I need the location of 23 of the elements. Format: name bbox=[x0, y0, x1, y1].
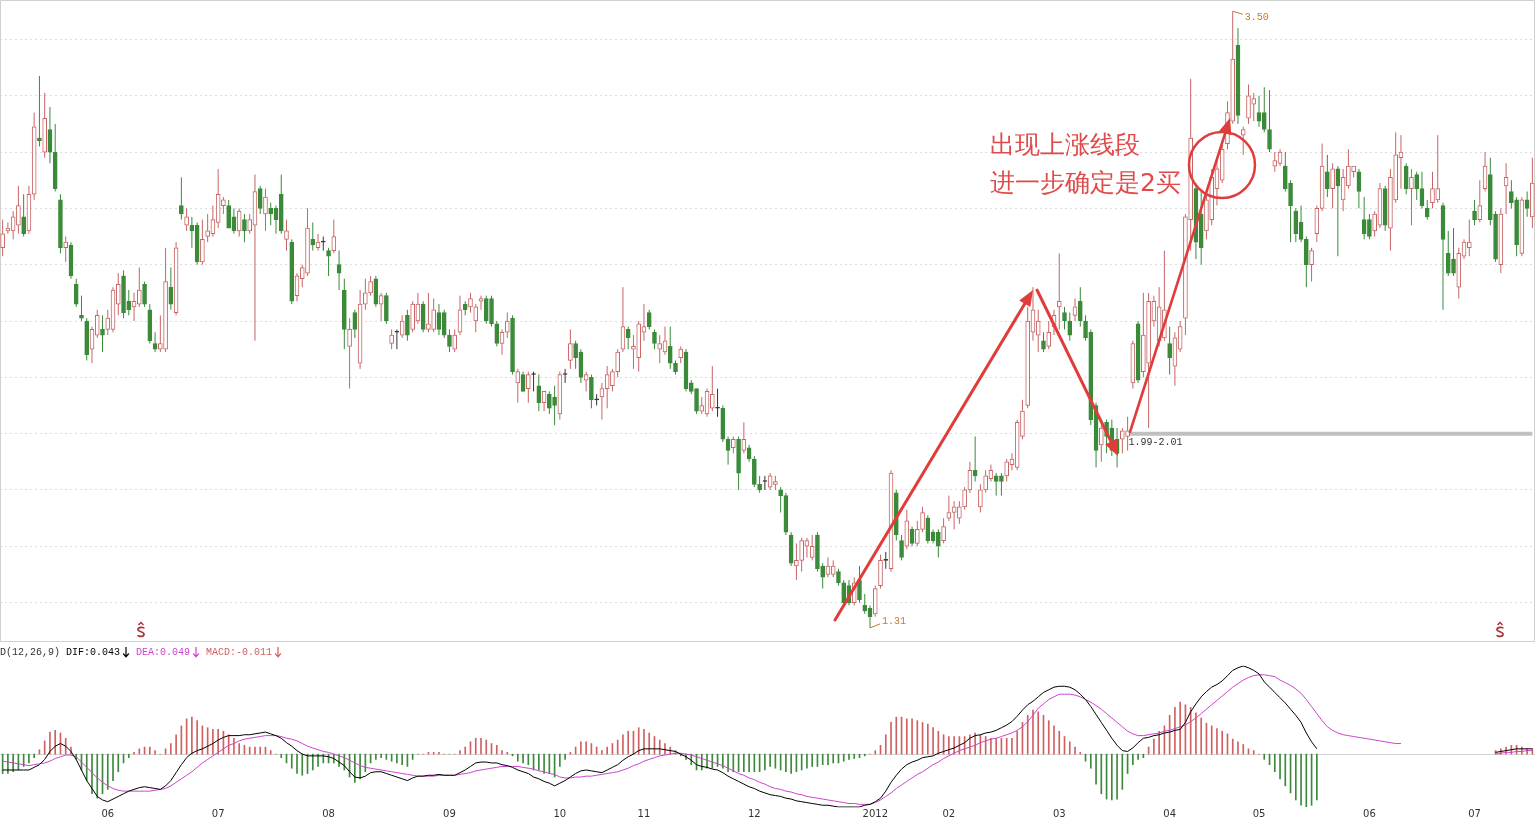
x-tick-label: 04 bbox=[1163, 807, 1177, 819]
x-tick-label: 06 bbox=[101, 807, 115, 819]
legend-label: DEA:0.049 bbox=[136, 646, 191, 658]
x-tick-label: 09 bbox=[443, 807, 456, 819]
annotation: 1.31 bbox=[882, 615, 907, 627]
x-tick-label: 07 bbox=[1468, 807, 1481, 819]
x-tick-label: 08 bbox=[322, 807, 335, 819]
x-tick-label: 07 bbox=[211, 807, 225, 819]
annotation: 3.50 bbox=[1244, 11, 1269, 23]
x-tick-label: 05 bbox=[1252, 807, 1266, 819]
chart-title: D(12,26,9) bbox=[0, 646, 61, 658]
x-tick-label: 12 bbox=[747, 807, 761, 819]
x-tick-label: 2012 bbox=[862, 807, 888, 819]
annotation: 进一步确定是2买 bbox=[990, 167, 1181, 199]
x-tick-label: 03 bbox=[1052, 807, 1066, 819]
x-tick-label: 06 bbox=[1363, 807, 1376, 819]
series-label: 1.99-2.01 bbox=[1128, 437, 1183, 449]
legend-label: MACD:-0.011 bbox=[206, 646, 273, 658]
x-tick-label: 10 bbox=[553, 807, 567, 819]
legend-label: DIF:0.043 bbox=[66, 646, 121, 658]
x-tick-label: 02 bbox=[942, 807, 956, 819]
x-tick-label: 11 bbox=[637, 807, 651, 819]
annotation: 出现上涨线段 bbox=[990, 129, 1140, 161]
